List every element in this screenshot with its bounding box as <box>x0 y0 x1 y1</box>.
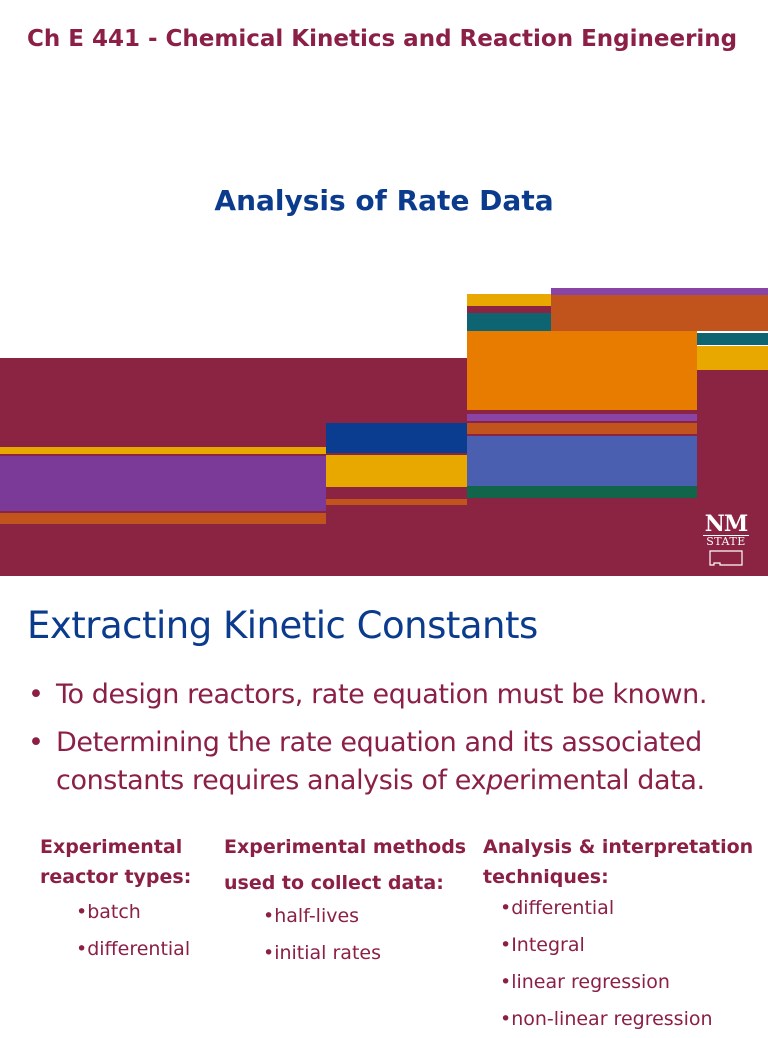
course-title: Ch E 441 - Chemical Kinetics and Reactio… <box>27 26 738 52</box>
banner-orange-block <box>467 331 697 410</box>
banner-purple-stripe-left <box>0 456 326 511</box>
bullet-text: To design reactors, rate equation must b… <box>56 679 708 710</box>
column-heading-line1: Experimental <box>40 836 183 858</box>
section-heading: Extracting Kinetic Constants <box>27 604 538 647</box>
nmsu-logo: NM STATE <box>703 513 749 569</box>
banner-rust-thin-mid <box>326 499 467 505</box>
logo-nm-text: NM <box>704 511 748 537</box>
list-item: •differential <box>500 897 615 919</box>
banner-maroon-band <box>0 358 768 576</box>
list-item: •initial rates <box>263 942 381 964</box>
list-item: •half-lives <box>263 905 360 927</box>
bullet-list: To design reactors, rate equation must b… <box>28 676 763 810</box>
column-heading-line2: reactor types: <box>40 866 192 888</box>
bullet-item: To design reactors, rate equation must b… <box>28 676 763 714</box>
column-heading-line2: techniques: <box>483 866 609 888</box>
list-item: •Integral <box>500 934 585 956</box>
column-heading-line1: Analysis & interpretation <box>483 836 754 858</box>
column-heading-line1: Experimental methods <box>224 836 467 858</box>
banner-violet-stripe <box>467 414 697 421</box>
banner-violet-top <box>551 288 768 295</box>
new-mexico-outline-icon <box>709 550 743 566</box>
banner-gold-block <box>326 455 467 487</box>
banner-rust-stripe <box>467 423 697 434</box>
column-reactor-types: Experimental reactor types: •batch •diff… <box>40 832 191 968</box>
bullet-text-emphasis: pe <box>486 765 520 796</box>
banner-gold-stripe-left <box>0 447 326 454</box>
banner-blue-block <box>326 423 467 453</box>
banner-teal-block <box>467 313 551 331</box>
column-heading-line2: used to collect data: <box>224 872 444 894</box>
banner-rust-block-right <box>551 295 768 331</box>
bullet-text-post: rimental data. <box>519 765 705 796</box>
banner-gold-right <box>697 346 768 370</box>
list-item: •non-linear regression <box>500 1008 713 1030</box>
list-item: •batch <box>76 901 141 923</box>
logo-state-text: STATE <box>703 535 749 548</box>
bullet-text-pre: Determining the rate equation and its as… <box>56 727 702 796</box>
banner-periwinkle-block <box>467 436 697 486</box>
bullet-item: Determining the rate equation and its as… <box>28 724 763 800</box>
banner-maroon-thin <box>467 306 551 313</box>
list-item: •linear regression <box>500 971 670 993</box>
slide-title: Analysis of Rate Data <box>214 184 554 217</box>
banner-gold-top <box>467 294 551 306</box>
column-analysis-techniques: Analysis & interpretation techniques: •d… <box>483 832 753 1038</box>
list-item: •differential <box>76 938 191 960</box>
banner-rust-stripe-left <box>0 513 326 524</box>
banner-teal-right <box>697 333 768 345</box>
column-methods: Experimental methods used to collect dat… <box>224 832 466 972</box>
banner-green-stripe <box>467 486 697 498</box>
